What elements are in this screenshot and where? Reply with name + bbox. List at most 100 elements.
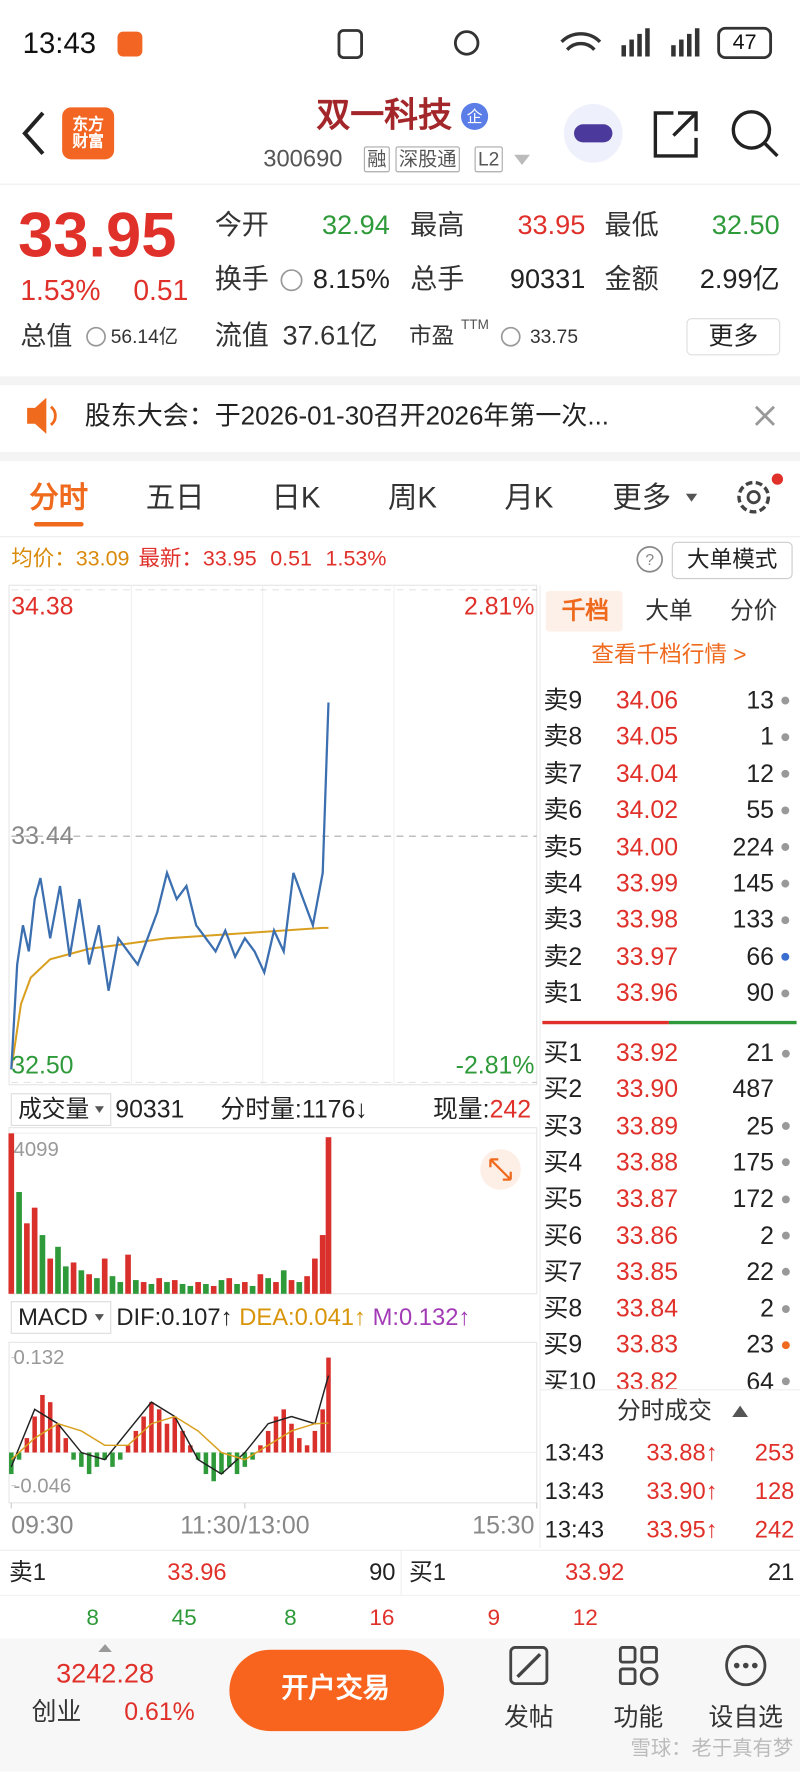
- book-level: 卖4: [543, 868, 583, 898]
- trade-time: 13:43: [544, 1478, 605, 1505]
- volume-bar: [148, 1283, 155, 1294]
- text: 242: [489, 1094, 532, 1124]
- stat-value: 32.50: [711, 210, 780, 241]
- volume-bar: [117, 1282, 124, 1294]
- stat-label: 最高: [410, 210, 465, 241]
- chart-tab[interactable]: 周K: [387, 480, 437, 515]
- battery-icon: [717, 26, 773, 60]
- macd-selector[interactable]: [10, 1301, 112, 1334]
- stat-value: 33.95: [517, 210, 586, 241]
- status-time: 13:43: [22, 25, 97, 60]
- book-price: 34.05: [615, 722, 679, 751]
- text: M:0.132↑: [372, 1304, 471, 1331]
- book-tab[interactable]: 分价: [729, 598, 778, 625]
- y2-tick-label: -2.81%: [455, 1050, 535, 1080]
- chart-tab[interactable]: 更多: [612, 480, 672, 515]
- trade-price: 33.88↑: [646, 1440, 718, 1467]
- chart-tab[interactable]: 月K: [504, 480, 554, 515]
- app-logo: [62, 107, 115, 160]
- macd-bar: [211, 1452, 216, 1482]
- book-price: 33.86: [615, 1220, 679, 1250]
- stat-label: 流值: [214, 320, 269, 352]
- level1-price: 33.92: [564, 1559, 625, 1586]
- trade-price: 33.90↑: [646, 1478, 718, 1505]
- book-volume: 1: [760, 722, 775, 751]
- book-dot: [781, 916, 790, 925]
- back-button[interactable]: [22, 111, 45, 155]
- volume-chart-frame: [8, 1127, 538, 1295]
- average-price-line: [10, 926, 329, 1070]
- book-tab[interactable]: 大单: [645, 598, 693, 625]
- help-icon[interactable]: [636, 546, 663, 573]
- section-band: [0, 451, 800, 462]
- book-level: 卖2: [543, 942, 583, 971]
- book-level: 买6: [543, 1220, 583, 1250]
- post-icon[interactable]: [509, 1646, 549, 1686]
- volume-bar: [101, 1258, 108, 1294]
- volume-bar: [78, 1270, 85, 1294]
- volume-selector[interactable]: [10, 1093, 112, 1126]
- more-button[interactable]: 更多: [708, 322, 759, 351]
- footer-action[interactable]: 功能: [613, 1702, 664, 1732]
- stock-code: 300690: [263, 146, 343, 173]
- more-button-bg[interactable]: [686, 318, 781, 356]
- dea-line: [10, 1415, 329, 1461]
- function-icon[interactable]: [618, 1646, 659, 1686]
- stat-label: 今开: [214, 210, 269, 241]
- book-volume: 175: [732, 1147, 775, 1177]
- dropdown-arrow: [94, 1314, 104, 1321]
- book-dot: [781, 769, 790, 778]
- footer-action[interactable]: 发帖: [503, 1702, 554, 1732]
- book-level: 卖3: [543, 905, 583, 934]
- book-price: 33.96: [615, 978, 679, 1007]
- volume-selector-label: 成交量: [18, 1096, 90, 1123]
- book-price: 34.02: [615, 795, 679, 824]
- stat-label: 总值: [20, 321, 73, 351]
- index-change: 0.61%: [124, 1697, 195, 1726]
- volume-bar: [325, 1137, 332, 1294]
- share-button[interactable]: [653, 111, 698, 158]
- volume-bar: [218, 1280, 225, 1294]
- book-link[interactable]: 查看千档行情 >: [591, 642, 747, 668]
- book-tab-active[interactable]: [545, 590, 623, 632]
- trade-button-bg[interactable]: [229, 1649, 445, 1732]
- chart-tab[interactable]: 分时: [29, 480, 89, 515]
- trade-button[interactable]: 开户交易: [281, 1673, 390, 1704]
- chart-tab[interactable]: 五日: [145, 480, 205, 515]
- book-tab[interactable]: 千档: [561, 598, 610, 625]
- trades-title: 分时成交: [616, 1398, 712, 1425]
- book-level: 买9: [543, 1330, 583, 1359]
- book-dot: [781, 952, 790, 961]
- book-level: 买4: [543, 1147, 583, 1177]
- price-line: [10, 702, 330, 1070]
- order-count: 8: [284, 1605, 297, 1631]
- mode-button-bg[interactable]: [671, 541, 793, 580]
- app-logo-text: 东方财富: [72, 114, 104, 151]
- x-tick-label: 15:30: [472, 1510, 535, 1539]
- text: DIF:0.107↑: [116, 1304, 233, 1331]
- change-percent: 1.53%: [20, 275, 101, 307]
- book-dot: [781, 1122, 790, 1131]
- stock-tag: L2: [474, 146, 503, 173]
- buy-list: 买1 33.92 21 买2 33.90 487 买3 33.89 25 买4 33.88 175 买5…: [540, 1031, 800, 1389]
- settings-button[interactable]: [737, 480, 771, 514]
- macd-bar: [234, 1452, 240, 1475]
- footer-action[interactable]: 设自选: [708, 1702, 784, 1732]
- chart-tab[interactable]: 日K: [271, 480, 321, 515]
- book-price: 33.88: [615, 1147, 679, 1177]
- mode-button[interactable]: 大单模式: [687, 548, 778, 573]
- close-button[interactable]: [754, 405, 776, 426]
- book-price: 33.87: [615, 1184, 679, 1213]
- book-level: 买8: [543, 1293, 583, 1323]
- tick-volume: 分时量: 1176↓: [220, 1097, 367, 1122]
- search-button[interactable]: [731, 110, 772, 150]
- book-level: 买10: [543, 1366, 597, 1389]
- book-dot: [781, 806, 790, 815]
- trade-volume: 242: [754, 1516, 795, 1543]
- collapse-arrow[interactable]: [732, 1405, 749, 1417]
- text: 最新：: [138, 547, 203, 572]
- macd-bar: [195, 1452, 201, 1460]
- volume-bar: [133, 1280, 139, 1294]
- watchlist-icon[interactable]: [725, 1644, 767, 1687]
